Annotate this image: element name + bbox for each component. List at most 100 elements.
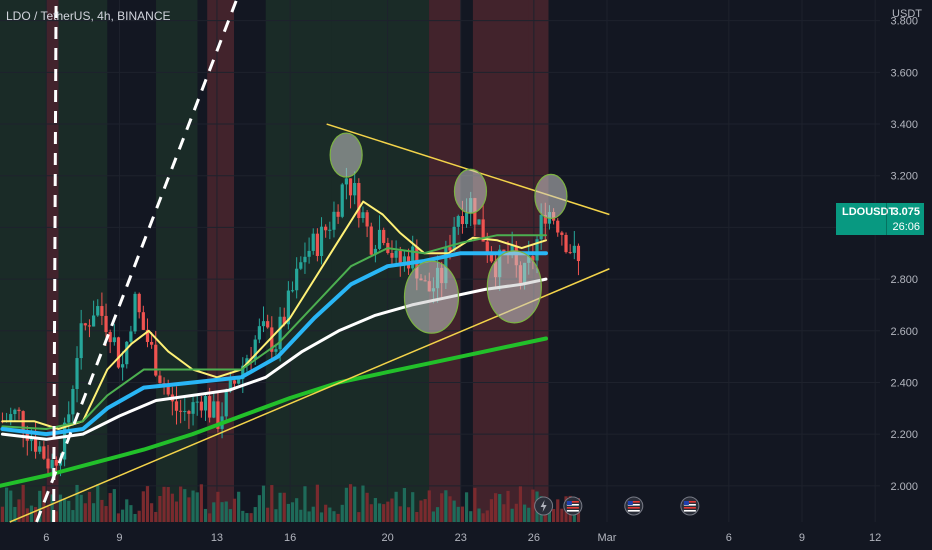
volume-bar [489,499,494,522]
volume-bar [199,484,203,522]
volume-bar [162,486,166,522]
symbol-title[interactable]: LDO / TetherUS, 4h, BINANCE [6,9,171,23]
flag-stripe [566,504,579,506]
candle-body [216,401,220,429]
candle-body [71,388,75,415]
volume-bar [224,501,228,522]
candle-body [543,214,547,224]
candle-body [228,380,232,392]
candle-body [456,216,460,227]
highlight-circle [453,168,488,214]
volume-bar [33,507,38,522]
moving-averages [0,200,548,488]
candle-body [303,256,307,263]
candle-body [485,241,489,254]
candle-body [245,358,249,366]
volume-bar [307,511,311,522]
flag-stripe [683,501,696,503]
volume-bar [431,511,436,522]
us-flag-icon [563,496,583,516]
volume-bar [311,506,315,522]
volume-bar [108,493,112,522]
highlight-circles [329,132,568,334]
dashed-breakout-line [35,0,238,523]
candle-body [324,226,328,231]
candle-body [13,409,17,415]
candle-body [460,216,465,225]
candle-body [75,358,79,389]
candle-body [286,290,290,325]
volume-bar [493,493,498,522]
candle-body [452,226,456,251]
volume-bar [522,504,527,522]
x-tick-label: 6 [43,532,49,544]
volume-bar [112,489,116,522]
candle-body [576,245,581,262]
flag-canton [627,501,633,505]
volume-bar [353,486,357,522]
candle-body [411,246,415,269]
candle-body [42,446,46,459]
candle-body [129,331,133,342]
volume-bar [278,492,282,522]
volume-bar [543,510,547,522]
volume-bar [237,491,241,522]
flag-stripe [627,501,640,503]
volume-bar [295,498,299,522]
volume-bar [208,513,212,522]
candle-body [191,402,195,414]
candle-body [572,245,576,253]
candle-body [282,316,286,325]
session-band [207,0,235,522]
y-tick-label: 3.200 [890,171,918,183]
event-icons[interactable] [534,496,700,516]
volume-bar [4,487,9,522]
candle-body [266,321,270,328]
candle-body [539,214,543,240]
volume-bar [547,509,552,522]
volume-bar [100,499,104,522]
price-axis[interactable]: 3.8003.6003.4003.2003.0002.8002.6002.400… [890,16,918,493]
candle-body [535,239,539,261]
candle-body [489,253,494,262]
candle-body [328,229,332,231]
volume-bar [191,490,195,522]
y-tick-label: 2.600 [890,326,918,338]
candle-body [315,233,319,256]
time-axis[interactable]: 6 9 13 16 20 23 26 Mar 6 9 12 [43,532,881,544]
volume-bar [514,503,518,522]
volume-bar [340,504,344,522]
candle-body [104,315,108,333]
volume-bar [241,510,245,522]
volume-bar [21,484,25,522]
volume-bar [423,499,427,522]
volume-bar [419,500,423,522]
volume-bar [452,500,456,522]
volume-bar [506,490,510,522]
volume-bar [402,488,407,522]
flag-canton [683,501,689,505]
y-tick-label: 2.400 [890,377,918,389]
volume-bar [170,493,174,522]
candle-body [295,268,299,291]
candle-body [299,262,303,269]
x-tick-label: Mar [598,532,617,544]
us-flag-icon [680,496,700,516]
moving-average-line [0,336,548,488]
flag-stripe [566,507,579,509]
volume-bar [266,507,270,522]
candle-body [33,437,38,452]
volume-bar [13,506,17,522]
candle-body [224,391,228,417]
flag-canton [566,501,572,505]
volume-bar [440,493,444,522]
x-tick-label: 13 [211,532,223,544]
candle-body [141,312,145,330]
volume-bar [357,512,361,522]
badge-countdown: 26:06 [892,221,920,233]
candle-body [158,375,162,384]
volume-bar [158,495,162,522]
flag-stripe [683,507,696,509]
